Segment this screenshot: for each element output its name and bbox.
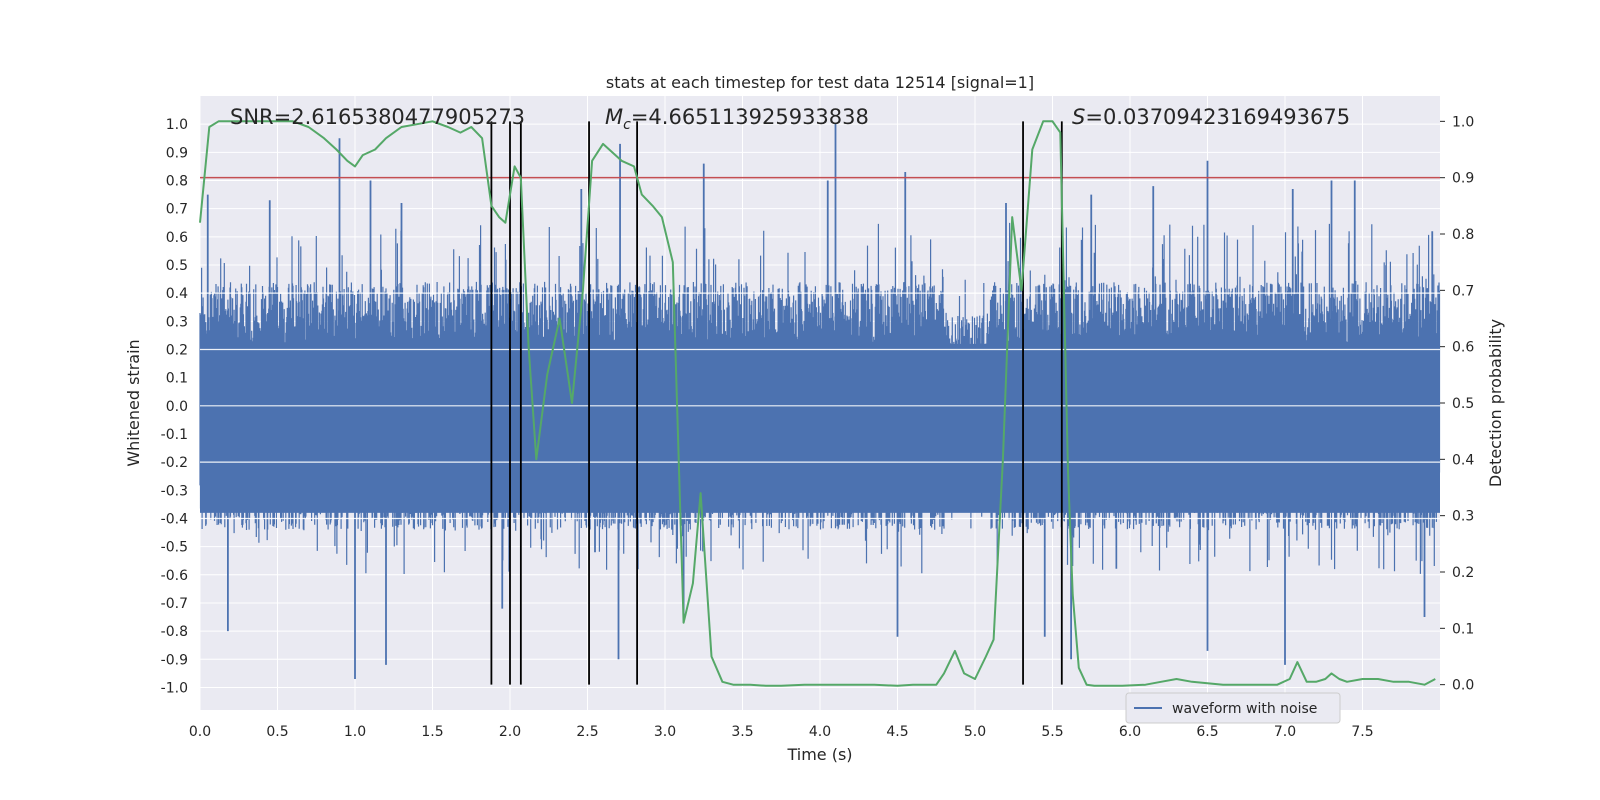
x-tick-label: 4.0 bbox=[809, 724, 831, 740]
x-tick-label: 5.0 bbox=[964, 724, 986, 740]
x-tick-label: 0.5 bbox=[266, 724, 288, 740]
x-tick-label: 6.5 bbox=[1196, 724, 1218, 740]
probability-series bbox=[199, 120, 1436, 687]
legend-box bbox=[1125, 692, 1341, 724]
y-left-tick-label: -0.1 bbox=[161, 427, 188, 443]
x-tick-label: 4.5 bbox=[886, 724, 908, 740]
y-left-tick-labels: 1.0 0.9 0.8 0.7 0.6 0.5 0.4 0.3 0.2 0.1 0.0 -0.1 -0.… bbox=[161, 117, 188, 696]
y-left-tick-label: -0.2 bbox=[161, 455, 188, 471]
y-right-tick-label: 0.9 bbox=[1452, 171, 1474, 187]
y-right-tick-label: 1.0 bbox=[1452, 114, 1474, 130]
y-left-tick-label: 0.3 bbox=[166, 314, 188, 330]
x-axis-label: Time (s) bbox=[786, 745, 852, 764]
y-left-tick-label: 0.7 bbox=[166, 202, 188, 218]
y-left-tick-label: -0.5 bbox=[161, 540, 188, 556]
y-right-tick-label: 0.4 bbox=[1452, 452, 1474, 468]
y-left-tick-label: 1.0 bbox=[166, 117, 188, 133]
y-left-tick-label: -0.6 bbox=[161, 568, 188, 584]
y-left-tick-label: 0.8 bbox=[166, 173, 188, 189]
y-left-tick-label: -0.9 bbox=[161, 652, 188, 668]
y-right-tick-label: 0.6 bbox=[1452, 340, 1474, 356]
x-tick-label: 1.0 bbox=[344, 724, 366, 740]
y-left-tick-label: -1.0 bbox=[161, 680, 188, 696]
x-tick-label: 3.0 bbox=[654, 724, 676, 740]
y-left-tick-label: -0.4 bbox=[161, 511, 188, 527]
y-right-tick-label: 0.1 bbox=[1452, 621, 1474, 637]
y-left-tick-label: 0.5 bbox=[166, 258, 188, 274]
y-axis-label-left: Whitened strain bbox=[124, 339, 143, 466]
legend-label-waveform: waveform with noise bbox=[1172, 701, 1317, 717]
y-left-tick-label: 0.1 bbox=[166, 371, 188, 387]
y-left-tick-label: 0.2 bbox=[166, 342, 188, 358]
chirp-mass-symbol: M bbox=[605, 105, 623, 129]
x-tick-label: 0.0 bbox=[189, 724, 211, 740]
y-left-tick-label: -0.8 bbox=[161, 624, 188, 640]
y-left-tick-label: 0.6 bbox=[166, 230, 188, 246]
y-right-tick-label: 0.0 bbox=[1452, 678, 1474, 694]
legend: waveform with noise bbox=[1125, 692, 1341, 724]
s-annotation: S=0.03709423169493675 bbox=[1072, 105, 1350, 129]
x-tick-label: 2.5 bbox=[576, 724, 598, 740]
y-left-tick-label: -0.3 bbox=[161, 483, 188, 499]
x-tick-label: 7.0 bbox=[1274, 724, 1296, 740]
y-right-tick-label: 0.3 bbox=[1452, 509, 1474, 525]
s-value: =0.03709423169493675 bbox=[1085, 105, 1350, 129]
chart-title: stats at each timestep for test data 125… bbox=[606, 73, 1034, 92]
x-tick-label: 7.5 bbox=[1351, 724, 1373, 740]
x-tick-labels: 0.0 0.5 1.0 1.5 2.0 2.5 3.0 3.5 4.0 4.5 5.0 5.5 6.0 6… bbox=[189, 724, 1374, 740]
y-right-tick-label: 0.5 bbox=[1452, 396, 1474, 412]
y-right-tick-label: 0.2 bbox=[1452, 565, 1474, 581]
y-right-tick-labels: 1.0 0.9 0.8 0.7 0.6 0.5 0.4 0.3 0.2 0.1 0.0 bbox=[1440, 114, 1474, 694]
y-right-tick-label: 0.8 bbox=[1452, 227, 1474, 243]
x-tick-label: 5.5 bbox=[1041, 724, 1063, 740]
y-left-tick-label: 0.4 bbox=[166, 286, 188, 302]
chirp-mass-annotation: Mc=4.665113925933838 bbox=[605, 105, 869, 133]
waveform-series bbox=[199, 124, 1441, 680]
waveform-core-band bbox=[200, 343, 1440, 513]
x-tick-label: 2.0 bbox=[499, 724, 521, 740]
x-tick-label: 3.5 bbox=[731, 724, 753, 740]
y-left-tick-label: -0.7 bbox=[161, 596, 188, 612]
x-tick-label: 6.0 bbox=[1119, 724, 1141, 740]
y-left-tick-label: 0.0 bbox=[166, 399, 188, 415]
y-right-tick-label: 0.7 bbox=[1452, 283, 1474, 299]
detection-probability-line bbox=[199, 120, 1436, 687]
s-symbol: S bbox=[1072, 105, 1085, 129]
chirp-mass-subscript: c bbox=[623, 117, 631, 133]
x-tick-label: 1.5 bbox=[421, 724, 443, 740]
snr-annotation: SNR=2.6165380477905273 bbox=[230, 105, 525, 129]
y-axis-label-right: Detection probability bbox=[1486, 319, 1505, 487]
chirp-mass-value: =4.665113925933838 bbox=[631, 105, 869, 129]
y-left-tick-label: 0.9 bbox=[166, 145, 188, 161]
